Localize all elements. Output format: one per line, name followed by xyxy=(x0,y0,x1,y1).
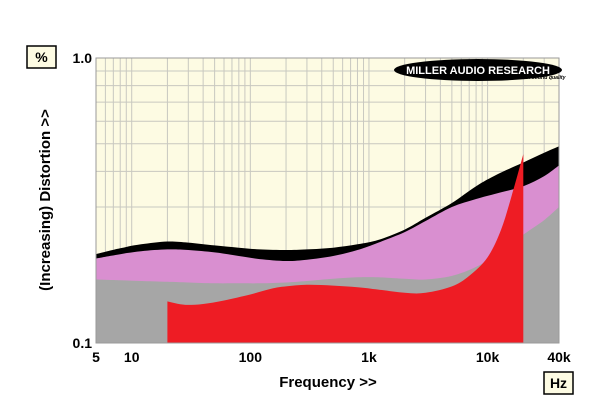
logo-name: MILLER AUDIO RESEARCH xyxy=(406,65,550,77)
plot-frame xyxy=(95,57,560,344)
x-unit-label: Hz xyxy=(550,375,567,391)
x-tick-label: 10k xyxy=(476,349,500,365)
x-tick-label: 10 xyxy=(124,349,140,365)
x-tick-label: 100 xyxy=(239,349,263,365)
x-tick-label: 40k xyxy=(547,349,571,365)
logo-tagline: Setting the measure of sound quality xyxy=(474,75,566,81)
x-tick-label: 5 xyxy=(92,349,100,365)
y-unit-box: % xyxy=(26,45,57,69)
series-layer xyxy=(96,146,559,343)
miller-audio-research-logo: MILLER AUDIO RESEARCH Setting the measur… xyxy=(394,59,567,81)
series-area-red xyxy=(167,154,524,343)
x-tick-label: 1k xyxy=(361,349,377,365)
y-axis-title: (Increasing) Distortion >> xyxy=(37,109,54,291)
x-unit-box: Hz xyxy=(543,371,574,395)
y-tick-label: 1.0 xyxy=(73,50,93,66)
tick-labels: 5 10 100 1k 10k 40k 1.0 0.1 xyxy=(73,50,571,365)
y-tick-label: 0.1 xyxy=(73,335,93,351)
logo-ellipse xyxy=(394,59,562,81)
y-unit-label: % xyxy=(35,49,48,65)
x-axis-title: Frequency >> xyxy=(279,374,377,391)
